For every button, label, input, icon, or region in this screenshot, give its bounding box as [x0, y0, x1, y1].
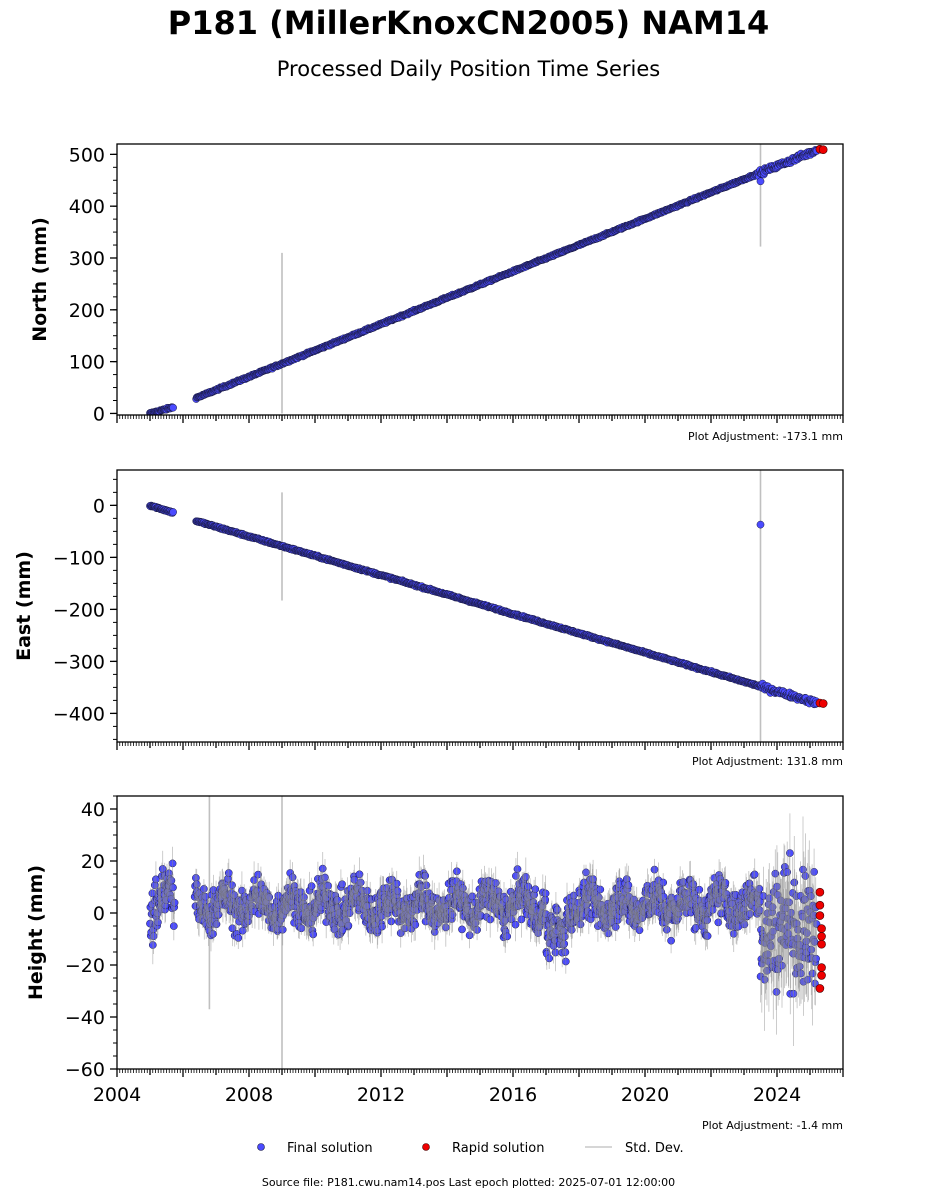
rapid-point	[818, 699, 828, 708]
y-tick-label: 300	[69, 248, 105, 270]
plot-adjustment: Plot Adjustment: 131.8 mm	[692, 755, 843, 768]
y-tick-label: −100	[53, 547, 105, 569]
plot-area	[146, 470, 828, 742]
y-tick-label: 200	[69, 300, 105, 322]
y-axis-label: North (mm)	[29, 217, 51, 342]
y-axis-label: East (mm)	[13, 551, 35, 661]
chart-subtitle: Processed Daily Position Time Series	[276, 57, 661, 81]
y-tick-label: −400	[53, 703, 105, 725]
y-tick-label: 400	[69, 196, 105, 218]
final-point-outlier	[756, 177, 765, 186]
final-points	[146, 501, 821, 709]
final-points	[146, 146, 821, 415]
plot-area	[146, 796, 826, 1069]
std-dev-bars	[149, 813, 817, 1046]
y-tick-label: 0	[93, 495, 105, 517]
rapid-point	[818, 145, 828, 154]
final-point	[169, 403, 177, 412]
y-tick-label: 100	[69, 352, 105, 374]
plot-area	[146, 144, 828, 415]
y-tick-label: 0	[93, 403, 105, 425]
final-point	[169, 508, 177, 516]
final-point-outlier	[756, 520, 765, 529]
y-tick-label: 500	[69, 144, 105, 166]
chart-title: P181 (MillerKnoxCN2005) NAM14	[167, 4, 770, 42]
east-panel: 0 −100 −200 −300 −400 East (mm) Plot Adjustmen…	[13, 469, 844, 768]
north-panel: 0 100 200 300 400 500 North (mm) Plot Adjustmen…	[29, 143, 844, 443]
plot-adjustment: Plot Adjustment: -173.1 mm	[688, 430, 843, 443]
y-tick-label: −300	[53, 651, 105, 673]
y-tick-label: −200	[53, 599, 105, 621]
